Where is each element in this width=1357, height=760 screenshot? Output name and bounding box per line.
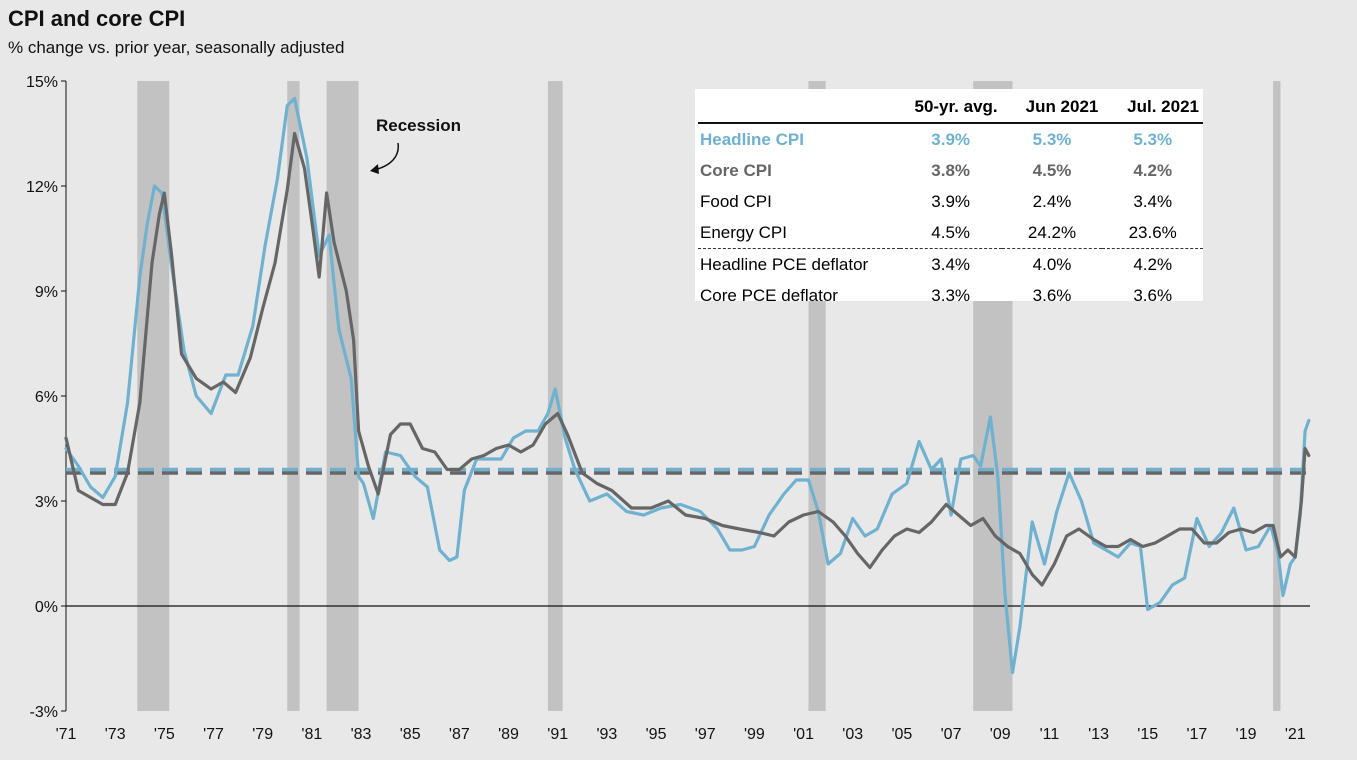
x-tick-label: '11 [1040, 726, 1060, 743]
stats-row-label: Headline CPI [700, 129, 804, 149]
stats-cell: 3.8% [931, 160, 971, 180]
recession-band-0 [137, 81, 170, 711]
y-tick-label: 12% [26, 179, 58, 196]
x-tick-label: '71 [56, 726, 77, 743]
y-tick-label: 0% [35, 599, 58, 616]
stats-row-energy-cpi: Energy CPI 4.5% 24.2% 23.6% [698, 217, 1203, 249]
x-tick-label: '83 [351, 726, 372, 743]
stats-cell: 3.6% [1133, 285, 1173, 305]
stats-cell: 3.6% [1032, 285, 1072, 305]
stats-cell: 3.9% [931, 191, 971, 211]
stats-cell: 4.5% [899, 217, 1002, 249]
average-lines [66, 467, 1310, 475]
stats-row-core-pce: Core PCE deflator 3.3% 3.6% 3.6% [698, 280, 1203, 311]
x-tick-label: '07 [941, 726, 962, 743]
recession-band-1 [287, 81, 300, 711]
y-tick-label: 15% [26, 74, 58, 91]
stats-cell: 23.6% [1102, 217, 1203, 249]
x-tick-label: '87 [449, 726, 470, 743]
x-tick-label: '01 [793, 726, 814, 743]
y-tick-label: 6% [35, 389, 58, 406]
series-line-core-cpi [64, 131, 1311, 587]
stats-cell: 4.5% [1032, 160, 1072, 180]
x-tick-label: '79 [252, 726, 273, 743]
stats-table-panel: 50-yr. avg. Jun 2021 Jul. 2021 Headline … [695, 89, 1203, 305]
stats-cell: 3.3% [931, 285, 971, 305]
y-tick-label: -3% [30, 704, 58, 721]
stats-header-avg: 50-yr. avg. [899, 91, 1002, 124]
x-tick-label: '09 [990, 726, 1011, 743]
recession-label: Recession [376, 116, 461, 135]
stats-header-blank [698, 91, 900, 124]
stats-cell: 24.2% [1001, 217, 1103, 249]
stats-row-label: Food CPI [700, 191, 772, 211]
stats-row-headline-cpi: Headline CPI 3.9% 5.3% 5.3% [698, 123, 1203, 155]
axes: -3% 0% 3% 6% 9% 12% 15% '71 '73 '75 '77 '79 '81 '83 '8… [26, 74, 1310, 743]
x-tick-label: '73 [105, 726, 126, 743]
stats-header-jul: Jul. 2021 [1102, 91, 1203, 124]
stats-header-row: 50-yr. avg. Jun 2021 Jul. 2021 [698, 91, 1203, 124]
stats-row-label: Energy CPI [698, 217, 900, 249]
stats-table: 50-yr. avg. Jun 2021 Jul. 2021 Headline … [698, 91, 1203, 311]
x-tick-label: '15 [1137, 726, 1158, 743]
x-tick-label: '97 [695, 726, 716, 743]
x-tick-label: '13 [1088, 726, 1109, 743]
stats-header-jun: Jun 2021 [1001, 91, 1103, 124]
x-tick-label: '05 [891, 726, 912, 743]
x-tick-label: '93 [596, 726, 617, 743]
recession-band-6 [1273, 81, 1281, 711]
x-tick-label: '99 [744, 726, 765, 743]
stats-cell: 3.4% [1133, 191, 1173, 211]
recession-arrowhead-icon [370, 164, 379, 174]
stats-cell: 3.4% [931, 254, 971, 274]
stats-row-label: Headline PCE deflator [700, 254, 869, 274]
x-tick-label: '03 [842, 726, 863, 743]
stats-row-label: Core CPI [700, 160, 772, 180]
chart-subtitle: % change vs. prior year, seasonally adju… [8, 38, 345, 57]
stats-row-headline-pce: Headline PCE deflator 3.4% 4.0% 4.2% [698, 249, 1203, 281]
y-tick-label: 9% [35, 284, 58, 301]
x-tick-label: '85 [400, 726, 421, 743]
chart-title: CPI and core CPI [8, 6, 186, 31]
stats-cell: 4.0% [1032, 254, 1072, 274]
x-tick-label: '89 [498, 726, 519, 743]
x-tick-label: '77 [203, 726, 224, 743]
stats-row-core-cpi: Core CPI 3.8% 4.5% 4.2% [698, 155, 1203, 186]
x-tick-label: '75 [154, 726, 175, 743]
stats-cell: 2.4% [1032, 191, 1072, 211]
x-tick-label: '95 [646, 726, 667, 743]
x-tick-label: '81 [301, 726, 322, 743]
stats-cell: 3.9% [931, 129, 971, 149]
recession-annotation: Recession [370, 116, 461, 174]
stats-cell: 5.3% [1032, 129, 1072, 149]
x-tick-label: '17 [1186, 726, 1207, 743]
x-tick-label: '19 [1236, 726, 1257, 743]
y-tick-label: 3% [35, 494, 58, 511]
stats-cell: 5.3% [1133, 129, 1173, 149]
stats-cell: 4.2% [1133, 254, 1173, 274]
stats-row-food-cpi: Food CPI 3.9% 2.4% 3.4% [698, 186, 1203, 217]
x-tick-label: '21 [1285, 726, 1306, 743]
stats-row-label: Core PCE deflator [700, 285, 838, 305]
x-tick-label: '91 [547, 726, 568, 743]
series-lines [64, 96, 1311, 675]
stats-cell: 4.2% [1133, 160, 1173, 180]
